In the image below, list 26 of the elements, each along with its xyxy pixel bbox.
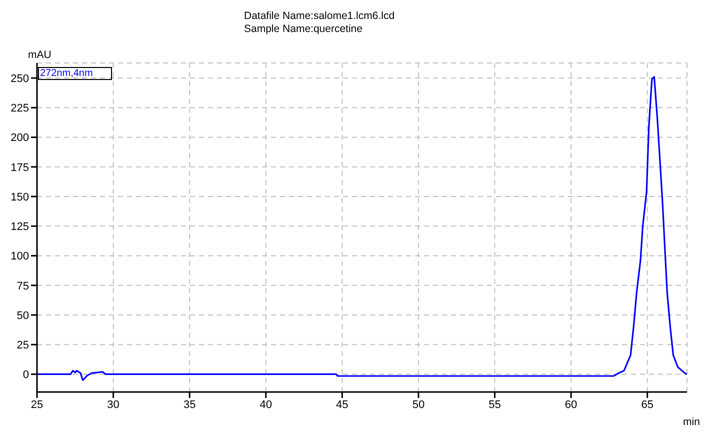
x-tick-label: 40 — [260, 398, 272, 411]
x-tick-label: 35 — [183, 398, 196, 411]
x-tick-label: 60 — [564, 398, 578, 411]
y-tick-label: 175 — [10, 162, 29, 174]
y-tick-label: 25 — [16, 340, 29, 352]
text: 272nm,4nm — [40, 68, 93, 79]
y-tick-label: 150 — [10, 191, 29, 204]
x-tick-label: 65 — [641, 398, 654, 411]
y-tick-label: 200 — [10, 132, 29, 144]
y-axis-title: mAU — [28, 49, 52, 61]
y-tick-label: 75 — [16, 280, 29, 292]
x-tick-label: 25 — [30, 398, 44, 411]
y-tick-label: 125 — [10, 221, 29, 234]
chart-subtitle: Sample Name:quercetine — [244, 23, 364, 36]
x-axis-title: min — [682, 416, 700, 428]
line-series — [37, 76, 687, 381]
y-tick-label: 100 — [10, 250, 29, 263]
chart-title: Datafile Name:salome1.lcm6.lcd — [244, 10, 395, 23]
x-tick-label: 45 — [336, 398, 348, 411]
y-tick-label: 50 — [16, 310, 29, 322]
y-tick-label: 225 — [10, 102, 29, 115]
y-tick-label: 0 — [22, 369, 29, 382]
y-tick-label: 250 — [10, 72, 29, 85]
x-tick-label: 55 — [488, 398, 501, 411]
x-tick-label: 30 — [107, 398, 120, 411]
x-tick-label: 50 — [412, 398, 425, 411]
